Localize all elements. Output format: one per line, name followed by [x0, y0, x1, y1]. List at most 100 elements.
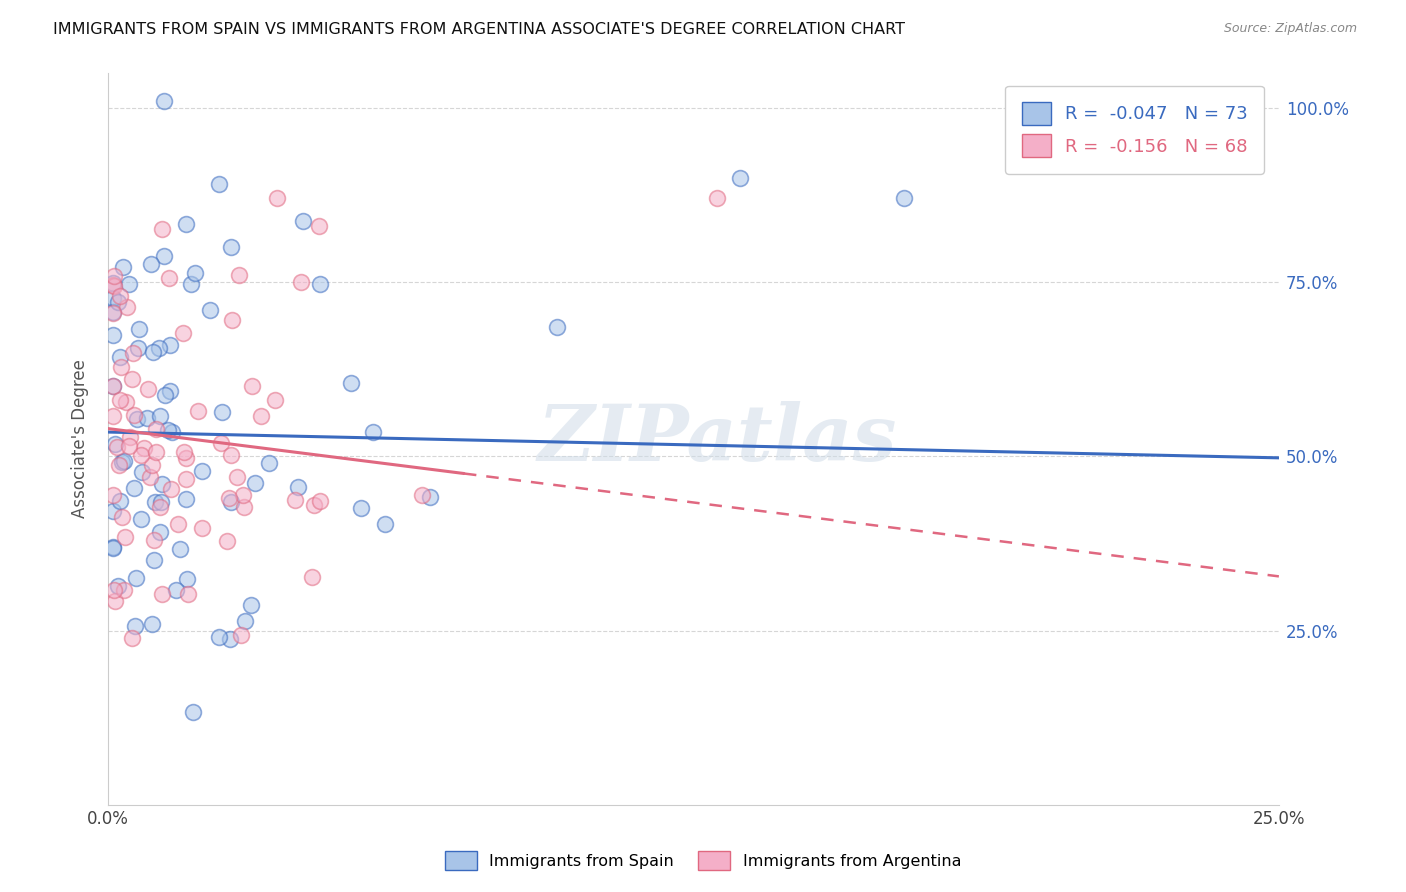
Point — [159, 384, 181, 399]
Point — [143, 533, 166, 547]
Point — [162, 425, 184, 439]
Point — [291, 214, 314, 228]
Legend: Immigrants from Spain, Immigrants from Argentina: Immigrants from Spain, Immigrants from A… — [439, 845, 967, 877]
Point — [187, 404, 209, 418]
Point — [142, 344, 165, 359]
Point — [233, 614, 256, 628]
Point — [150, 586, 173, 600]
Point — [287, 480, 309, 494]
Point — [218, 491, 240, 506]
Point — [243, 475, 266, 490]
Point — [228, 268, 250, 282]
Point — [101, 291, 124, 305]
Point — [546, 320, 568, 334]
Point — [110, 360, 132, 375]
Point — [110, 350, 132, 364]
Point — [290, 275, 312, 289]
Point — [129, 448, 152, 462]
Point — [232, 500, 254, 515]
Point — [249, 409, 271, 423]
Point — [101, 306, 124, 320]
Point — [148, 342, 170, 356]
Point — [219, 495, 242, 509]
Point — [131, 512, 153, 526]
Point — [107, 579, 129, 593]
Point — [101, 409, 124, 424]
Point — [231, 628, 253, 642]
Point — [284, 493, 307, 508]
Point — [122, 481, 145, 495]
Point — [167, 516, 190, 531]
Point — [101, 541, 124, 555]
Text: ZIPatlas: ZIPatlas — [537, 401, 897, 477]
Point — [155, 388, 177, 402]
Point — [200, 303, 222, 318]
Point — [266, 192, 288, 206]
Point — [115, 395, 138, 409]
Point — [145, 422, 167, 436]
Point — [121, 631, 143, 645]
Point — [157, 271, 180, 285]
Point — [103, 582, 125, 597]
Point — [101, 540, 124, 554]
Point — [150, 222, 173, 236]
Point — [124, 618, 146, 632]
Point — [149, 409, 172, 423]
Point — [301, 570, 323, 584]
Point — [411, 487, 433, 501]
Point — [104, 437, 127, 451]
Point — [221, 313, 243, 327]
Point — [181, 705, 204, 719]
Point — [115, 300, 138, 314]
Point — [112, 582, 135, 597]
Point — [101, 276, 124, 290]
Point — [103, 268, 125, 283]
Point — [139, 257, 162, 271]
Point — [125, 411, 148, 425]
Point — [159, 337, 181, 351]
Point — [122, 346, 145, 360]
Point — [108, 458, 131, 472]
Point — [156, 423, 179, 437]
Point — [361, 425, 384, 439]
Point — [180, 277, 202, 291]
Point — [114, 531, 136, 545]
Point — [191, 521, 214, 535]
Point — [110, 392, 132, 407]
Point — [107, 295, 129, 310]
Point — [121, 372, 143, 386]
Point — [136, 382, 159, 396]
Point — [219, 240, 242, 254]
Point — [143, 494, 166, 508]
Text: Source: ZipAtlas.com: Source: ZipAtlas.com — [1223, 22, 1357, 36]
Point — [239, 599, 262, 613]
Point — [215, 534, 238, 549]
Point — [101, 305, 124, 319]
Point — [141, 458, 163, 472]
Point — [141, 617, 163, 632]
Point — [309, 494, 332, 508]
Point — [101, 277, 124, 292]
Point — [131, 465, 153, 479]
Point — [208, 178, 231, 192]
Point — [134, 441, 156, 455]
Point — [136, 411, 159, 425]
Legend: R =  -0.047   N = 73, R =  -0.156   N = 68: R = -0.047 N = 73, R = -0.156 N = 68 — [1005, 86, 1264, 174]
Y-axis label: Associate's Degree: Associate's Degree — [72, 359, 89, 518]
Text: IMMIGRANTS FROM SPAIN VS IMMIGRANTS FROM ARGENTINA ASSOCIATE'S DEGREE CORRELATIO: IMMIGRANTS FROM SPAIN VS IMMIGRANTS FROM… — [53, 22, 905, 37]
Point — [308, 277, 330, 291]
Point — [165, 583, 187, 598]
Point — [302, 499, 325, 513]
Point — [893, 192, 915, 206]
Point — [264, 393, 287, 408]
Point — [173, 444, 195, 458]
Point — [706, 192, 728, 206]
Point — [125, 571, 148, 585]
Point — [153, 94, 176, 108]
Point — [101, 488, 124, 502]
Point — [308, 219, 330, 234]
Point — [108, 289, 131, 303]
Point — [174, 472, 197, 486]
Point — [149, 500, 172, 514]
Point — [176, 492, 198, 507]
